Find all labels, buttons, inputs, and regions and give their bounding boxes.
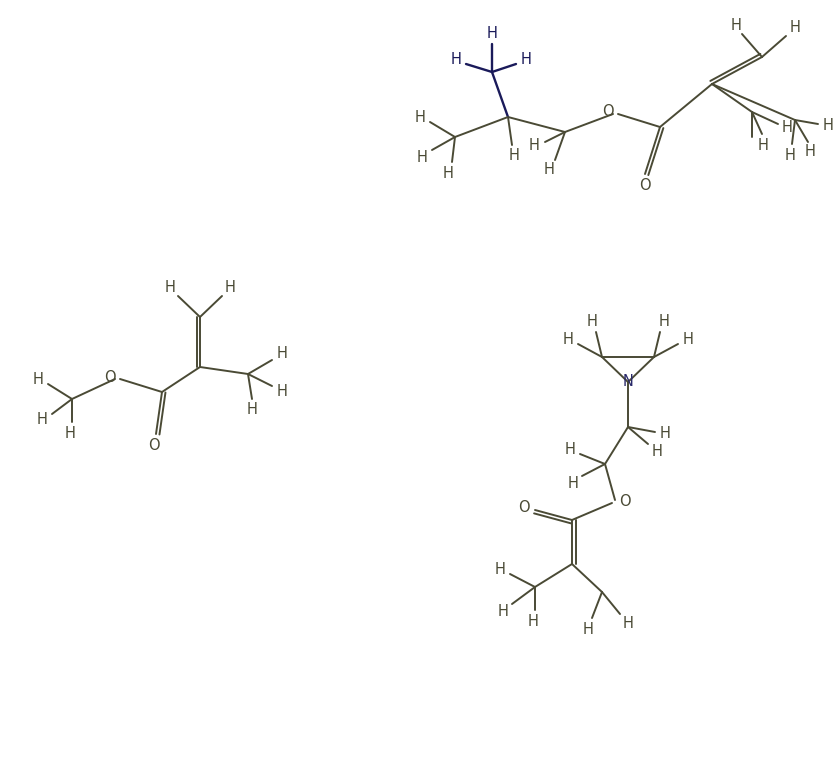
Text: H: H — [33, 371, 44, 387]
Text: H: H — [586, 314, 597, 330]
Text: N: N — [622, 374, 633, 390]
Text: H: H — [731, 18, 742, 32]
Text: O: O — [639, 178, 651, 194]
Text: H: H — [790, 21, 801, 36]
Text: H: H — [65, 426, 76, 442]
Text: H: H — [417, 150, 428, 164]
Text: O: O — [619, 495, 631, 510]
Text: H: H — [781, 120, 792, 136]
Text: H: H — [37, 412, 47, 428]
Text: H: H — [583, 621, 593, 636]
Text: H: H — [165, 279, 176, 294]
Text: O: O — [148, 438, 160, 453]
Text: H: H — [508, 147, 519, 162]
Text: H: H — [568, 476, 579, 492]
Text: H: H — [528, 138, 539, 154]
Text: H: H — [276, 347, 287, 361]
Text: H: H — [805, 144, 816, 160]
Text: H: H — [276, 384, 287, 398]
Text: H: H — [528, 615, 538, 629]
Text: H: H — [224, 279, 235, 294]
Text: H: H — [486, 25, 497, 40]
Text: H: H — [495, 563, 506, 577]
Text: H: H — [450, 52, 461, 67]
Text: H: H — [247, 402, 257, 418]
Text: H: H — [659, 314, 669, 330]
Text: H: H — [758, 137, 769, 153]
Text: H: H — [652, 445, 663, 459]
Text: H: H — [497, 604, 508, 619]
Text: H: H — [564, 442, 575, 458]
Text: H: H — [563, 333, 574, 347]
Text: O: O — [518, 500, 530, 516]
Text: H: H — [443, 165, 454, 181]
Text: O: O — [602, 103, 614, 118]
Text: H: H — [785, 147, 795, 162]
Text: H: H — [415, 110, 425, 124]
Text: H: H — [683, 333, 694, 347]
Text: H: H — [521, 52, 532, 67]
Text: H: H — [659, 426, 670, 442]
Text: O: O — [104, 370, 116, 384]
Text: H: H — [622, 617, 633, 631]
Text: H: H — [543, 162, 554, 178]
Text: H: H — [822, 118, 833, 134]
